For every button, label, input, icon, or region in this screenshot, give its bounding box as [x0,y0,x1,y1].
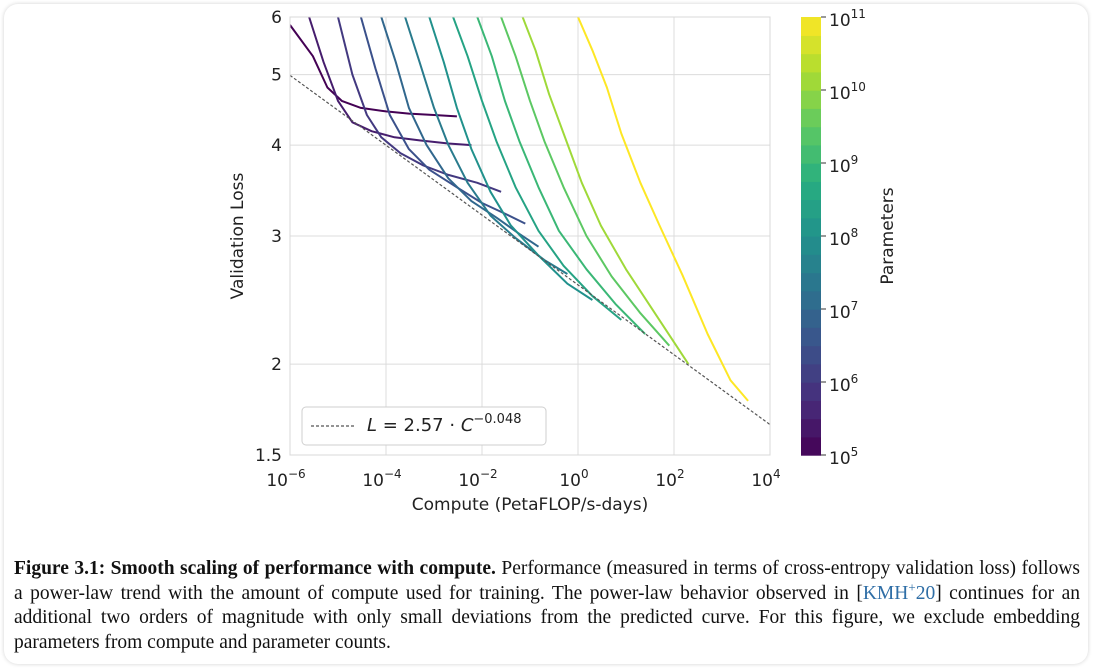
y-tick-label: 3 [271,227,282,247]
y-tick-labels: 1.5 2 3 4 5 6 [255,8,282,466]
series-line [308,17,472,147]
figure-caption: Figure 3.1: Smooth scaling of performanc… [14,557,1080,655]
colorbar-band [801,309,821,328]
y-tick-label: 2 [271,355,282,375]
caption-text-end: ] continues for an additional two orders… [14,582,1080,653]
colorbar-band [801,345,821,365]
series-line [359,17,526,225]
series-line [337,17,502,193]
citation-year: 20 [915,582,936,604]
y-tick-label: 1.5 [255,446,282,466]
colorbar-bands [801,17,821,456]
x-tick-label: 104 [751,467,780,491]
y-tick-label: 5 [271,66,282,86]
colorbar-tick-label: 106 [829,372,858,396]
colorbar-tick-label: 108 [829,226,858,250]
colorbar-label: Parameters [878,187,898,284]
colorbar-band [801,71,821,91]
colorbar-band [801,144,821,164]
grid-lines [289,16,771,456]
colorbar-band [801,436,821,456]
colorbar-tick-label: 109 [829,153,858,177]
colorbar-band [801,363,821,383]
series-line [290,24,457,118]
colorbar-band [801,181,821,201]
y-tick-label: 6 [271,8,282,28]
colorbar-band [801,163,821,182]
legend-label: L = 2.57 · C−0.048 [367,412,522,436]
x-tick-label: 10−4 [362,467,401,491]
scaling-chart: 10−6 10−4 10−2 100 102 104 1.5 2 3 4 5 6 Compute (… [228,7,898,515]
colorbar-band [801,272,821,292]
citation-sup: + [908,579,916,594]
series-line [428,17,593,301]
x-tick-label: 10−2 [458,467,497,491]
series-line [380,17,540,248]
y-axis-label: Validation Loss [228,173,248,300]
colorbar: 105 106 107 108 109 1010 1011 Parameters [801,7,898,469]
colorbar-tick-label: 1011 [829,7,866,31]
colorbar-tick-label: 105 [829,445,858,469]
colorbar-tick-label: 107 [829,299,858,323]
colorbar-band [801,53,821,73]
x-tick-label: 100 [559,467,588,491]
colorbar-band [801,290,821,310]
series-line [521,17,690,365]
legend-box [301,406,547,446]
colorbar-band [801,108,821,128]
colorbar-band [801,199,821,219]
plot-frame [289,16,771,456]
colorbar-band [801,90,821,109]
colorbar-band [801,418,821,438]
colorbar-tick-label: 1010 [829,80,866,104]
x-axis-label: Compute (PetaFLOP/s-days) [412,495,649,515]
colorbar-band [801,254,821,274]
series-lines [290,17,749,402]
series-line [476,17,646,335]
citation-link[interactable]: KMH+20 [862,580,936,604]
caption-figure-label: Figure 3.1: [14,558,106,579]
colorbar-band [801,17,821,36]
colorbar-band [801,217,821,237]
y-tick-label: 4 [271,136,282,156]
x-tick-label: 102 [655,467,684,491]
colorbar-tick-labels: 105 106 107 108 109 1010 1011 [821,7,866,469]
colorbar-band [801,126,821,146]
x-tick-labels: 10−6 10−4 10−2 100 102 104 [266,467,780,491]
series-line [577,17,749,402]
legend: L = 2.57 · C−0.048 [301,406,547,446]
fit-line [290,74,770,426]
caption-title: Smooth scaling of performance with compu… [105,558,496,579]
series-line [500,17,671,347]
colorbar-band [801,400,821,420]
colorbar-band [801,236,821,255]
fit-line-group [290,74,770,426]
citation-authors: KMH [862,582,909,604]
series-line [452,17,622,321]
caption-text: Performance (measured in terms of cross-… [14,558,1080,604]
colorbar-band [801,327,821,347]
colorbar-band [801,35,821,55]
colorbar-band [801,382,821,401]
figure-card [4,4,1088,664]
x-tick-label: 10−6 [266,467,305,491]
